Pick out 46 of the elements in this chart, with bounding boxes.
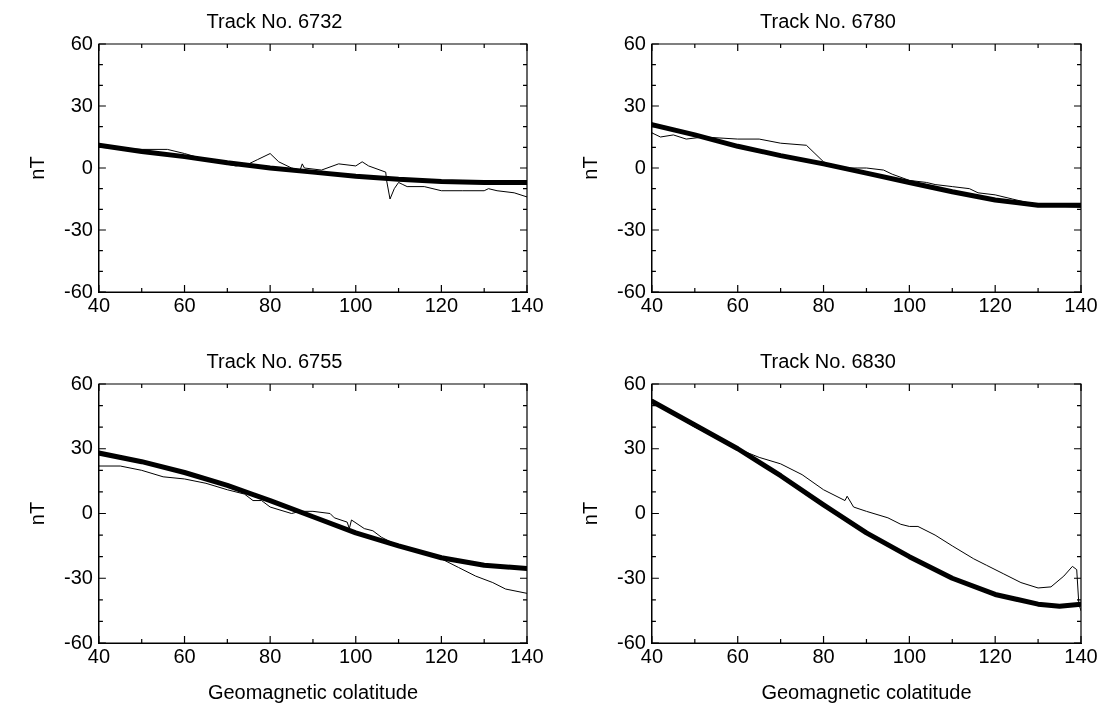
y-tick-label: 30 [623,93,646,116]
y-axis-title: nT [25,501,48,526]
y-tick-label: 60 [70,371,93,394]
y-tick-label: 60 [623,371,646,394]
chart-title: Track No. 6780 [760,9,896,32]
y-axis-title: nT [25,156,48,180]
y-tick-label: 60 [70,31,93,54]
y-tick-label: 0 [81,155,93,178]
y-axis-title: nT [578,501,601,526]
x-tick-label: 140 [510,644,544,667]
x-tick-label: 120 [424,293,459,316]
y-tick-label: 30 [70,93,93,116]
chart-title: Track No. 6830 [760,349,896,372]
x-tick-label: 100 [339,293,373,316]
y-tick-label: 0 [81,501,93,524]
y-tick-label: 0 [634,155,646,178]
y-tick-label: -30 [617,217,646,240]
x-tick-label: 100 [892,293,927,316]
x-tick-label: 120 [424,644,459,667]
y-tick-label: -30 [617,565,646,588]
x-tick-label: 120 [978,644,1012,667]
y-tick-label: 60 [623,31,646,54]
x-tick-label: 120 [978,293,1012,316]
x-tick-label: 60 [173,293,196,316]
x-tick-label: 140 [510,293,544,316]
x-tick-label: 80 [259,644,282,667]
y-tick-label: 30 [623,436,646,459]
y-tick-label: 30 [70,436,93,459]
x-tick-label: 140 [1064,644,1098,667]
x-tick-label: 100 [892,644,927,667]
x-tick-label: 100 [339,644,373,667]
y-axis-title: nT [578,156,601,180]
y-tick-label: -30 [64,565,93,588]
x-tick-label: 60 [173,644,196,667]
x-tick-label: 60 [726,644,749,667]
x-tick-label: 80 [812,644,835,667]
x-tick-label: 80 [259,293,282,316]
x-axis-title: Geomagnetic colatitude [207,680,419,703]
y-tick-label: -30 [64,217,93,240]
chart-title: Track No. 6732 [206,9,343,32]
x-axis-title: Geomagnetic colatitude [761,680,972,703]
x-tick-label: 140 [1064,293,1098,316]
y-tick-label: 0 [634,501,646,524]
x-tick-label: 60 [726,293,749,316]
chart-title: Track No. 6755 [206,349,343,372]
x-tick-label: 80 [812,293,835,316]
